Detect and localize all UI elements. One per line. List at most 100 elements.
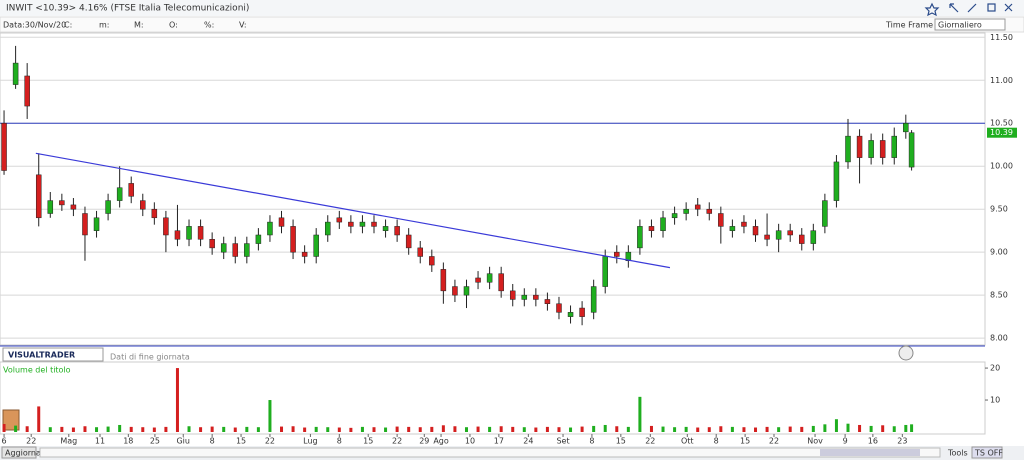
candle-body — [521, 294, 528, 300]
volume-bar — [649, 425, 653, 432]
volume-bar — [869, 425, 873, 432]
x-tick-label: 8 — [589, 437, 594, 446]
candle-body — [186, 226, 192, 240]
volume-bar — [557, 427, 561, 432]
window-title: INWIT <10.39> 4.16% (FTSE Italia Telecom… — [6, 4, 249, 14]
candle-body — [140, 200, 146, 210]
x-tick-label: 6 — [1, 437, 6, 446]
title-bar — [0, 0, 1024, 16]
y-tick-label: 20 — [990, 364, 1000, 373]
candle-body — [12, 62, 19, 85]
candle-body — [475, 277, 481, 283]
expand-button[interactable] — [2, 409, 20, 431]
volume-bar — [569, 427, 573, 432]
window-buttons[interactable] — [924, 2, 1013, 17]
candle-body — [764, 234, 770, 240]
x-tick-label: 22 — [26, 437, 36, 446]
last-price: 10.39 — [990, 128, 1013, 137]
volume-bar — [615, 426, 619, 432]
volume-bar — [488, 426, 492, 432]
volume-bar — [14, 425, 18, 432]
y-tick-label: 10.50 — [990, 119, 1013, 128]
x-tick-label: Giu — [176, 437, 190, 446]
y-tick-label: 9.00 — [990, 248, 1008, 257]
logo-box — [2, 347, 104, 362]
candle-body — [197, 226, 204, 240]
volume-bar — [407, 426, 411, 432]
info-field: O: — [169, 21, 178, 30]
volume-bar — [245, 426, 249, 432]
candle-body — [244, 243, 250, 257]
candle-body — [290, 226, 296, 253]
candle-body — [371, 221, 377, 227]
volume-bar — [453, 426, 457, 432]
candle-body — [579, 307, 585, 317]
x-tick-label: Nov — [807, 437, 823, 446]
x-tick-label: 9 — [843, 437, 848, 446]
tools-button[interactable]: Tools — [947, 449, 968, 458]
candle-body — [856, 135, 863, 158]
volume-bar — [71, 427, 75, 432]
update-label: Aggiorna — [5, 449, 41, 458]
y-tick-label: 8.50 — [990, 291, 1008, 300]
logo: VISUALTRADER — [8, 351, 75, 360]
volume-bar — [464, 427, 468, 432]
volume-bar — [534, 427, 538, 432]
time-frame-select[interactable] — [934, 18, 1006, 31]
candle-body — [833, 161, 840, 201]
logo-note: Dati di fine giornata — [110, 353, 190, 362]
candle-body — [868, 140, 874, 158]
candle-body — [440, 269, 447, 292]
volume-bar — [858, 424, 862, 432]
ts-button[interactable] — [971, 446, 1003, 459]
x-tick-label: 15 — [740, 437, 750, 446]
info-field: M: — [134, 21, 144, 30]
candle-body — [718, 213, 724, 227]
volume-bar — [395, 426, 399, 432]
candle-body — [24, 75, 30, 107]
volume-bar — [834, 419, 838, 432]
volume-bar — [48, 427, 52, 432]
volume-bar — [129, 426, 133, 432]
x-tick-label: 22 — [265, 437, 275, 446]
x-tick-label: 22 — [645, 437, 655, 446]
candle-body — [255, 234, 262, 244]
volume-bar — [326, 427, 330, 432]
x-tick-label: Ott — [681, 437, 694, 446]
x-tick-label: 25 — [150, 437, 160, 446]
info-field: %: — [204, 21, 214, 30]
candle-body — [336, 217, 343, 223]
candle-body — [486, 273, 493, 283]
volume-title: Volume del titolo — [3, 366, 71, 375]
price-panel — [0, 32, 986, 346]
candle-body — [908, 132, 915, 168]
volume-bar — [910, 424, 914, 432]
volume-bar — [754, 427, 758, 432]
candle-body — [787, 230, 793, 236]
y-tick-label: 9.50 — [990, 205, 1008, 214]
scroll-thumb[interactable] — [820, 449, 920, 456]
info-field: V: — [239, 21, 247, 30]
candle-body — [694, 204, 701, 210]
scrollbar[interactable] — [39, 447, 941, 458]
update-button[interactable] — [1, 446, 37, 459]
x-tick-label: 15 — [616, 437, 626, 446]
candle-body — [625, 251, 632, 262]
candle-body — [209, 239, 215, 249]
x-tick-label: 8 — [714, 437, 719, 446]
x-tick-label: 8 — [337, 437, 342, 446]
volume-bar — [164, 426, 168, 432]
candle-body — [509, 290, 516, 300]
candle-body — [35, 174, 42, 219]
candle-body — [151, 208, 158, 219]
candle-body — [463, 286, 470, 296]
candle-body — [359, 221, 366, 227]
volume-bar — [2, 424, 6, 432]
lightning-button[interactable] — [898, 345, 914, 361]
info-field: m: — [99, 21, 110, 30]
candle-body — [394, 226, 400, 236]
candle-body — [278, 217, 285, 227]
candle-body — [116, 187, 123, 201]
y-tick-label: 11.00 — [990, 76, 1013, 85]
volume-bar — [684, 426, 688, 432]
